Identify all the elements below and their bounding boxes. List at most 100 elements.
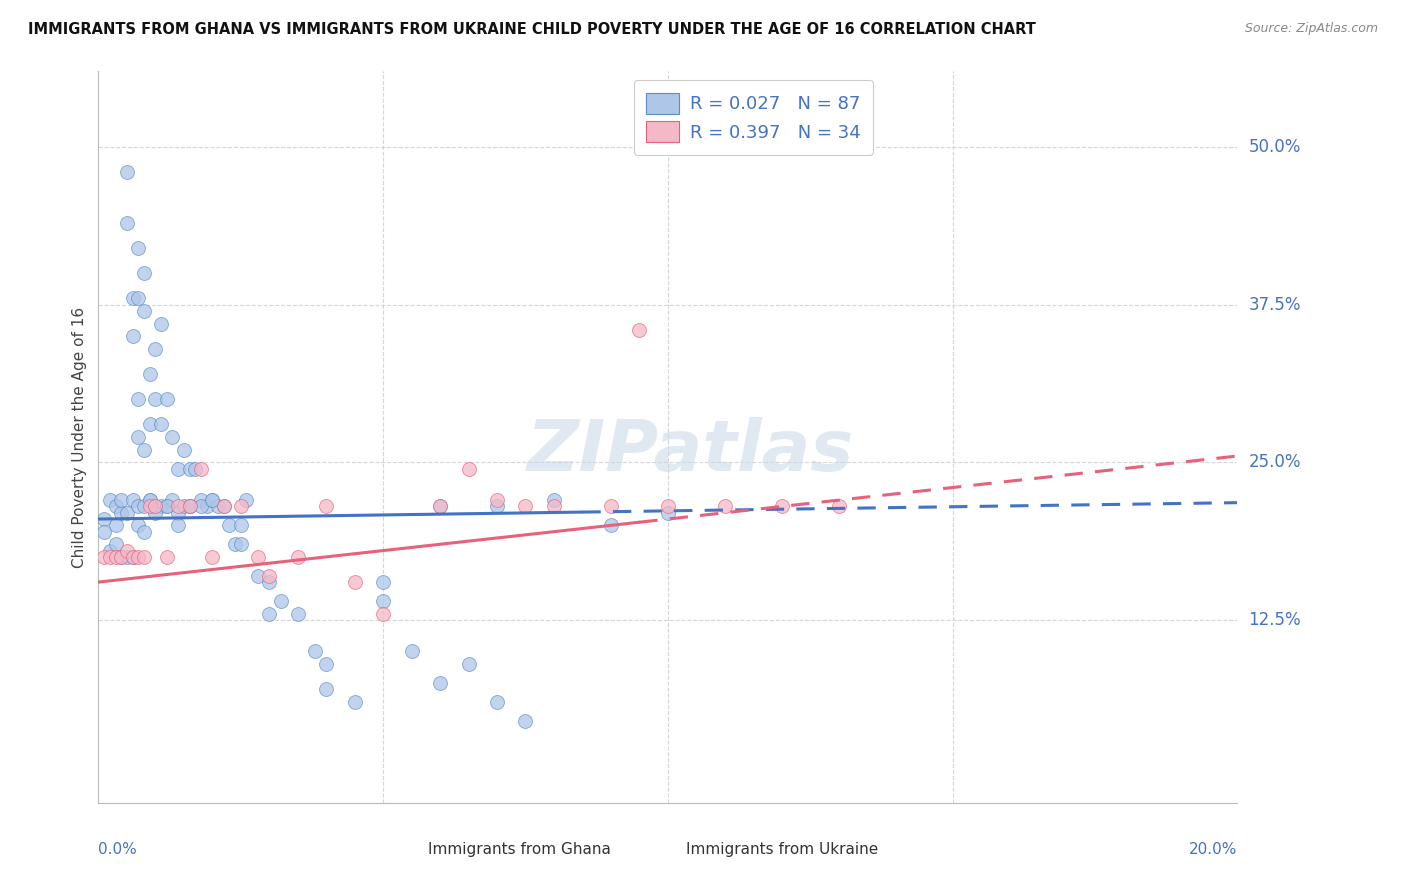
Point xyxy=(98,493,121,508)
Text: 12.5%: 12.5% xyxy=(1249,611,1301,629)
Point xyxy=(179,500,201,514)
Point xyxy=(115,216,138,230)
Point xyxy=(179,500,201,514)
FancyBboxPatch shape xyxy=(446,837,478,853)
Point xyxy=(150,500,173,514)
Point xyxy=(212,500,235,514)
Point xyxy=(104,518,127,533)
Point xyxy=(110,506,132,520)
Point xyxy=(343,575,366,590)
Point xyxy=(201,493,224,508)
Point xyxy=(121,549,143,564)
Point xyxy=(145,506,167,520)
Point xyxy=(167,500,190,514)
Point xyxy=(98,549,121,564)
Text: Immigrants from Ukraine: Immigrants from Ukraine xyxy=(686,842,877,856)
Point xyxy=(246,549,269,564)
Point xyxy=(173,442,195,457)
Point xyxy=(138,367,160,381)
Point xyxy=(138,493,160,508)
Point xyxy=(190,461,212,475)
Point xyxy=(543,493,565,508)
Point xyxy=(315,657,337,671)
Text: 50.0%: 50.0% xyxy=(1249,138,1301,156)
Point xyxy=(132,524,155,539)
Point xyxy=(121,549,143,564)
Point xyxy=(486,493,509,508)
Point xyxy=(229,537,252,551)
Point xyxy=(121,493,143,508)
Point xyxy=(179,461,201,475)
Point xyxy=(201,493,224,508)
Point xyxy=(429,500,451,514)
Point xyxy=(138,417,160,432)
Point xyxy=(145,500,167,514)
Point xyxy=(93,512,115,526)
Point xyxy=(190,493,212,508)
Text: IMMIGRANTS FROM GHANA VS IMMIGRANTS FROM UKRAINE CHILD POVERTY UNDER THE AGE OF : IMMIGRANTS FROM GHANA VS IMMIGRANTS FROM… xyxy=(28,22,1036,37)
Point xyxy=(150,317,173,331)
Point xyxy=(115,506,138,520)
Point xyxy=(132,442,155,457)
Point xyxy=(138,500,160,514)
Point xyxy=(121,329,143,343)
Point xyxy=(714,500,737,514)
Point xyxy=(224,537,246,551)
Point xyxy=(127,241,149,255)
Point xyxy=(218,518,240,533)
Point xyxy=(127,549,149,564)
Point xyxy=(110,549,132,564)
Text: Immigrants from Ghana: Immigrants from Ghana xyxy=(429,842,612,856)
Point xyxy=(195,500,218,514)
Text: 37.5%: 37.5% xyxy=(1249,295,1301,314)
Point xyxy=(110,493,132,508)
Point xyxy=(115,165,138,179)
Point xyxy=(401,644,423,658)
Point xyxy=(287,607,309,621)
Point xyxy=(657,500,679,514)
Point xyxy=(229,518,252,533)
Point xyxy=(259,575,281,590)
Point xyxy=(429,676,451,690)
Point xyxy=(167,506,190,520)
Point xyxy=(127,291,149,305)
Y-axis label: Child Poverty Under the Age of 16: Child Poverty Under the Age of 16 xyxy=(72,307,87,567)
Point xyxy=(132,304,155,318)
Point xyxy=(828,500,851,514)
Point xyxy=(167,518,190,533)
Point xyxy=(600,500,623,514)
Point xyxy=(270,594,292,608)
Point xyxy=(98,543,121,558)
Point xyxy=(104,500,127,514)
Legend: R = 0.027   N = 87, R = 0.397   N = 34: R = 0.027 N = 87, R = 0.397 N = 34 xyxy=(634,80,873,154)
Point xyxy=(156,500,179,514)
Point xyxy=(229,500,252,514)
Point xyxy=(457,657,479,671)
Point xyxy=(104,537,127,551)
Point xyxy=(486,500,509,514)
Point xyxy=(600,518,623,533)
Point xyxy=(167,461,190,475)
Point xyxy=(138,493,160,508)
Point xyxy=(132,266,155,280)
Point xyxy=(145,500,167,514)
Point xyxy=(156,392,179,407)
Point xyxy=(457,461,479,475)
Point xyxy=(93,549,115,564)
Point xyxy=(162,430,184,444)
Point xyxy=(515,714,537,728)
Point xyxy=(543,500,565,514)
Point xyxy=(770,500,793,514)
Point xyxy=(132,549,155,564)
Point xyxy=(132,500,155,514)
Point xyxy=(304,644,326,658)
Point xyxy=(628,323,651,337)
Point xyxy=(93,524,115,539)
Point xyxy=(150,417,173,432)
Point xyxy=(287,549,309,564)
Point xyxy=(145,392,167,407)
Point xyxy=(373,607,395,621)
Point xyxy=(156,500,179,514)
Point xyxy=(373,575,395,590)
FancyBboxPatch shape xyxy=(707,837,740,853)
